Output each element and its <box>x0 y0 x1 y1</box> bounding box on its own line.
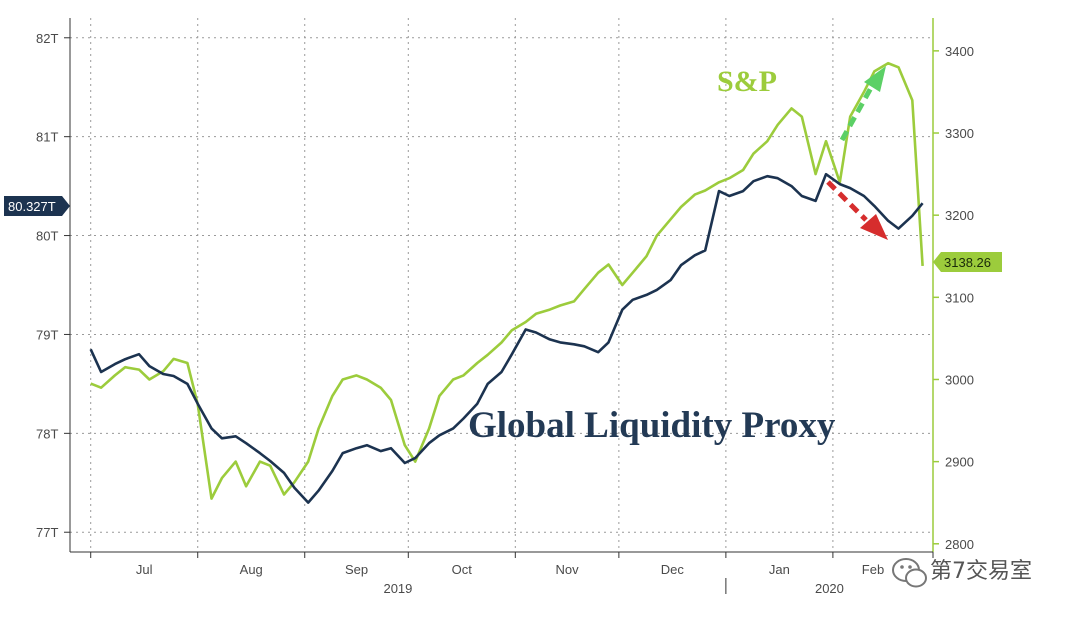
wechat-icon <box>892 558 927 588</box>
watermark-text: 第7交易室 <box>930 559 1032 584</box>
right-current-tag-bg <box>933 252 1002 272</box>
arrow-down-head <box>860 214 888 240</box>
x-ticks: Jul Aug Sep Oct Nov Dec Jan Feb 2019 2020 <box>90 552 934 596</box>
right-ticks: 2800 2900 3000 3100 3200 3300 3400 <box>933 44 974 552</box>
x-year-label: 2019 <box>383 581 412 596</box>
x-tick-label: Jul <box>136 562 153 577</box>
x-tick-label: Aug <box>240 562 263 577</box>
left-tick-label: 78T <box>36 426 58 441</box>
sp-series-label: S&P <box>717 65 777 98</box>
x-tick-label: Oct <box>452 562 473 577</box>
arrow-up-annotation <box>839 66 886 142</box>
left-tick-label: 82T <box>36 31 58 46</box>
x-tick-label: Nov <box>556 562 580 577</box>
axes <box>69 18 934 553</box>
left-tick-label: 79T <box>36 327 58 342</box>
left-current-tag: 80.327T <box>4 196 70 216</box>
watermark: 第7交易室 <box>892 558 1032 588</box>
x-year-label: 2020 <box>815 581 844 596</box>
right-tick-label: 3200 <box>945 208 974 223</box>
liquidity-series-label: Global Liquidity Proxy <box>468 405 836 446</box>
arrow-up-line <box>839 84 875 142</box>
arrow-up-head <box>864 66 886 92</box>
x-tick-label: Feb <box>862 562 884 577</box>
right-tick-label: 3400 <box>945 44 974 59</box>
left-ticks: 77T 78T 79T 80T 81T 82T <box>36 31 70 540</box>
left-current-tag-bg <box>4 196 70 216</box>
right-current-value: 3138.26 <box>944 255 991 270</box>
right-tick-label: 3000 <box>945 372 974 387</box>
arrow-down-line <box>826 180 868 222</box>
right-current-tag: 3138.26 <box>933 252 1002 272</box>
series-layer <box>89 61 924 504</box>
grid <box>70 18 933 552</box>
left-tick-label: 81T <box>36 130 58 145</box>
liquidity-series-line <box>89 172 924 504</box>
x-tick-label: Sep <box>345 562 368 577</box>
x-tick-label: Dec <box>661 562 685 577</box>
sp-series-line <box>90 61 924 500</box>
arrow-down-annotation <box>826 180 888 240</box>
right-tick-label: 2800 <box>945 537 974 552</box>
right-tick-label: 3300 <box>945 126 974 141</box>
right-tick-label: 3100 <box>945 290 974 305</box>
x-tick-label: Jan <box>769 562 790 577</box>
left-tick-label: 77T <box>36 525 58 540</box>
right-tick-label: 2900 <box>945 455 974 470</box>
left-current-value: 80.327T <box>8 199 56 214</box>
left-tick-label: 80T <box>36 229 58 244</box>
